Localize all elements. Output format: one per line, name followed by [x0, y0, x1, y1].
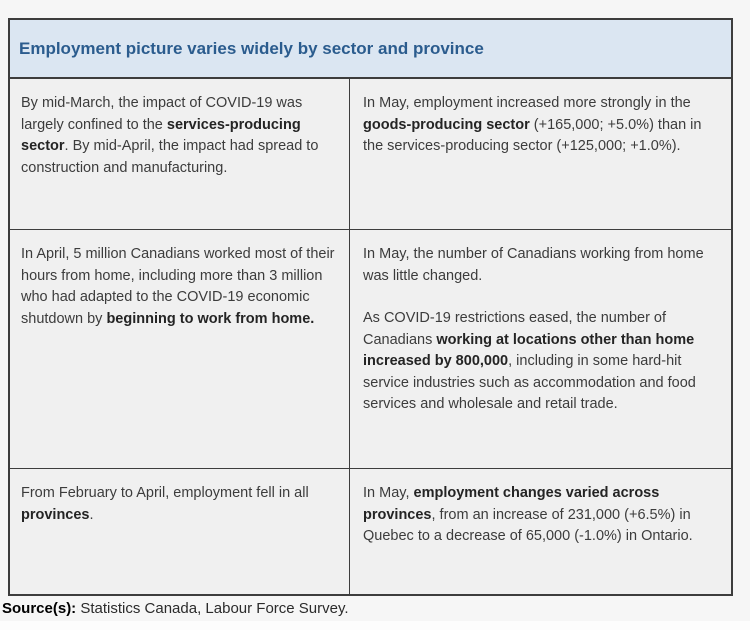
table-cell: In May, employment changes varied across…	[349, 469, 731, 594]
table-title-bar: Employment picture varies widely by sect…	[10, 20, 731, 79]
table-row: In April, 5 million Canadians worked mos…	[10, 229, 731, 468]
cell-paragraph: By mid-March, the impact of COVID-19 was…	[21, 95, 319, 176]
table-cell: In April, 5 million Canadians worked mos…	[10, 230, 349, 468]
table-body: By mid-March, the impact of COVID-19 was…	[10, 79, 731, 594]
table-cell: In May, employment increased more strong…	[349, 79, 731, 229]
table-row: By mid-March, the impact of COVID-19 was…	[10, 79, 731, 229]
employment-info-table: Employment picture varies widely by sect…	[8, 18, 733, 596]
cell-paragraph: In May, employment increased more strong…	[363, 95, 702, 154]
page-bottom-margin	[0, 621, 750, 630]
table-cell: In May, the number of Canadians working …	[349, 230, 731, 468]
source-label: Source(s):	[2, 600, 77, 617]
cell-paragraph: In April, 5 million Canadians worked mos…	[21, 246, 335, 327]
source-line: Source(s): Statistics Canada, Labour For…	[2, 599, 349, 619]
cell-paragraph: From February to April, employment fell …	[21, 485, 309, 523]
cell-paragraph: As COVID-19 restrictions eased, the numb…	[363, 310, 696, 412]
table-title: Employment picture varies widely by sect…	[19, 38, 484, 58]
table-cell: From February to April, employment fell …	[10, 469, 349, 594]
cell-paragraph: In May, the number of Canadians working …	[363, 246, 704, 284]
table-row: From February to April, employment fell …	[10, 468, 731, 594]
source-text: Statistics Canada, Labour Force Survey.	[76, 600, 349, 617]
cell-paragraph: In May, employment changes varied across…	[363, 485, 693, 544]
table-cell: By mid-March, the impact of COVID-19 was…	[10, 79, 349, 229]
